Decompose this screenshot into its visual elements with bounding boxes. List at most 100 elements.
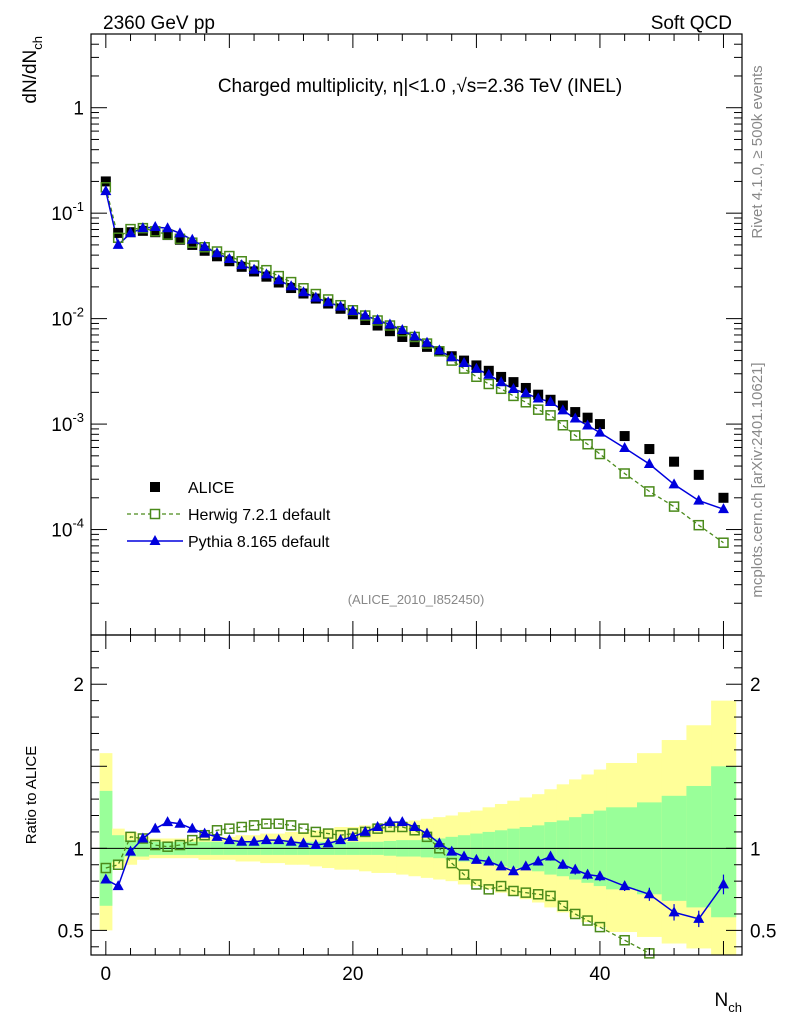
pythia-main-marker [297,286,309,297]
header-right-label: Soft QCD [651,13,732,34]
pythia-main-marker [236,259,248,270]
pythia-main-marker [372,314,384,325]
alice-data-point [100,176,111,187]
pythia-main-marker [717,503,729,514]
pythia-ratio-marker [483,855,495,866]
herwig-ratio-marker [310,826,322,838]
ratio-series-group [100,816,729,959]
pythia-main-marker [582,419,594,430]
main-y-axis-title: dN/dNch [20,36,45,104]
chart-title: Charged multiplicity, η|<1.0 ,√s=2.36 Te… [218,76,622,97]
ratio-y-tick-label: 0.5 [58,921,84,942]
x-tick-label: 0 [101,964,112,985]
pythia-ratio-marker [335,834,347,845]
x-axis-title: Nch [715,990,742,1015]
pythia-ratio-marker [594,870,606,881]
pythia-main-marker [643,458,655,469]
pythia-ratio-marker [223,834,235,845]
herwig-ratio-marker [285,820,297,831]
herwig-ratio-marker [248,820,260,831]
analysis-id-label: (ALICE_2010_I852450) [348,592,485,607]
alice-data-point [162,230,173,241]
herwig-ratio-marker [532,889,544,900]
pythia-main-marker [162,222,174,233]
pythia-ratio-marker [112,880,124,891]
herwig-main-marker [557,419,569,431]
pythia-ratio-marker [717,878,729,889]
herwig-main-marker [693,519,705,531]
pythia-main-marker [668,478,680,489]
pythia-ratio-marker [125,845,137,856]
herwig-main-marker [668,501,680,512]
pythia-main-marker [174,227,186,238]
legend-alice-marker [150,482,160,492]
pythia-main-marker [446,351,458,362]
pythia-ratio-marker [248,835,260,846]
legend-pythia-label: Pythia 8.165 default [188,534,330,551]
ratio-y-axis-label: Ratio to ALICE [23,746,40,844]
pythia-main-marker [137,222,149,233]
pythia-ratio-marker [582,868,594,879]
pythia-main-marker [545,395,557,406]
pythia-main-marker [619,442,631,453]
alice-data-point [718,492,729,503]
pythia-main-marker [421,336,433,347]
pythia-ratio-marker [396,816,408,827]
pythia-ratio-line [105,821,725,920]
alice-data-point [619,431,630,442]
pythia-main-marker [125,227,137,238]
herwig-ratio-marker [495,880,507,892]
pythia-main-marker [470,362,482,373]
alice-data-point [508,377,519,388]
pythia-main-marker [409,330,421,341]
pythia-main-marker [433,344,445,355]
herwig-main-marker [520,397,532,408]
main-y-tick-label: 10-4 [51,516,84,542]
pythia-main-marker [199,240,211,251]
pythia-ratio-marker [372,821,384,831]
legend: ALICE Herwig 7.2.1 default Pythia 8.165 de… [127,480,331,551]
pythia-main-marker [569,412,581,423]
axis-ticks: 0 20 40 1 10-1 10-2 10-3 10-4 2 2 1 1 0.5 0.5 [51,33,776,985]
pythia-ratio-marker [199,827,211,838]
alice-data-point [384,326,395,337]
pythia-main-marker [495,376,507,387]
pythia-ratio-marker [384,816,396,827]
rivet-version-label: Rivet 4.1.0, ≥ 500k events [749,65,766,238]
herwig-ratio-marker [100,862,112,874]
herwig-main-marker [582,438,593,450]
pythia-main-line [105,190,724,510]
pythia-main-marker [458,356,470,367]
pythia-ratio-marker [643,888,655,899]
ratio-y-tick-label-right: 1 [750,839,761,860]
herwig-ratio-marker [162,841,173,852]
pythia-ratio-marker [668,906,680,917]
pythia-main-marker [322,296,334,307]
herwig-ratio-marker [545,890,556,902]
mcplots-label: mcplots.cern.ch [arXiv:2401.10621] [749,362,766,597]
pythia-main-marker [359,309,371,320]
pythia-ratio-marker [507,865,519,876]
pythia-ratio-marker [297,837,309,848]
pythia-main-marker [310,291,322,302]
alice-data-point [693,469,704,480]
pythia-ratio-marker [693,912,705,923]
pythia-ratio-marker [322,837,334,848]
pythia-ratio-marker [236,835,248,846]
pythia-ratio-marker [421,827,433,838]
herwig-main-marker [644,486,655,497]
main-series-group [100,176,729,548]
main-y-tick-label: 10-3 [51,410,84,436]
pythia-main-marker [347,305,359,316]
band-green-bin [711,766,737,918]
pythia-main-marker [149,221,161,232]
x-tick-label: 20 [342,964,363,985]
legend-herwig-label: Herwig 7.2.1 default [188,507,331,524]
pythia-main-marker [335,300,347,311]
pythia-ratio-marker [545,850,557,861]
header-left-label: 2360 GeV pp [103,13,215,34]
pythia-main-marker [483,368,495,379]
main-y-tick-label: 10-2 [51,305,84,331]
pythia-ratio-marker [557,858,569,869]
